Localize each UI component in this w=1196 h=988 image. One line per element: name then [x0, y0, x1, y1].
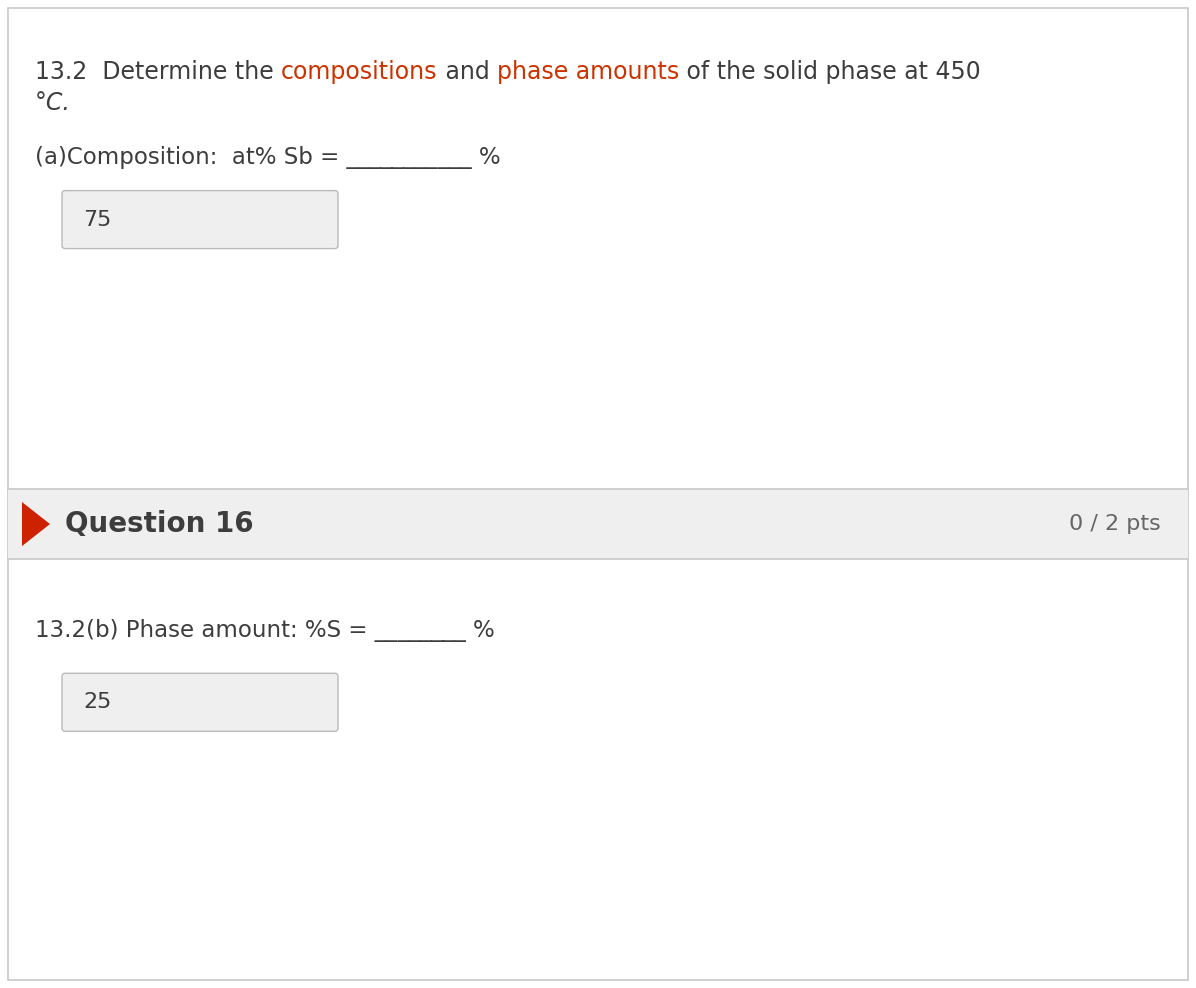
- Text: and: and: [438, 60, 498, 84]
- Text: 0 / 2 pts: 0 / 2 pts: [1069, 514, 1161, 535]
- Text: (a)Composition:  at% Sb = ___________ %: (a)Composition: at% Sb = ___________ %: [35, 146, 501, 169]
- Text: of the solid phase at 450: of the solid phase at 450: [679, 60, 981, 84]
- FancyBboxPatch shape: [62, 191, 338, 249]
- Text: 75: 75: [83, 209, 111, 229]
- Text: phase amounts: phase amounts: [498, 60, 679, 84]
- Bar: [8, 489, 1188, 559]
- Text: compositions: compositions: [281, 60, 438, 84]
- Text: 13.2(b) Phase amount: %S = ________ %: 13.2(b) Phase amount: %S = ________ %: [35, 619, 495, 642]
- Text: 25: 25: [83, 693, 111, 712]
- Text: 13.2  Determine the: 13.2 Determine the: [35, 60, 281, 84]
- FancyBboxPatch shape: [62, 673, 338, 731]
- Polygon shape: [22, 502, 50, 546]
- Text: Question 16: Question 16: [65, 510, 254, 538]
- Text: °C.: °C.: [35, 91, 71, 116]
